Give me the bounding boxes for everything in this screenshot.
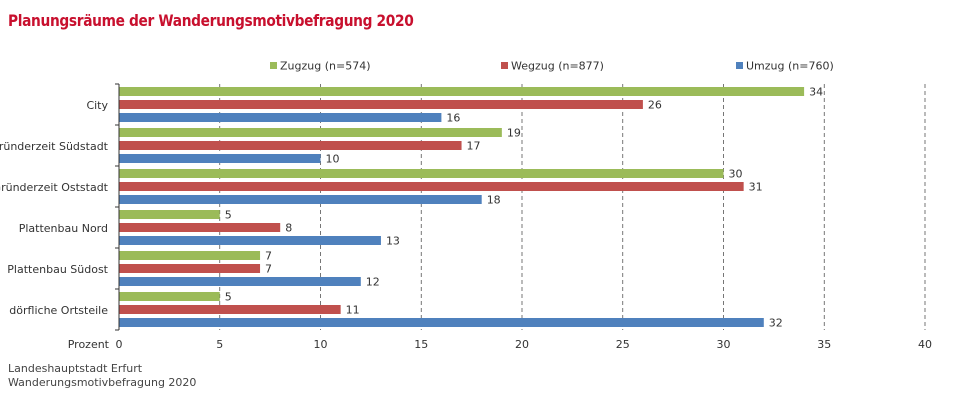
source-line-1: Landeshauptstadt Erfurt <box>8 362 143 375</box>
data-label-doerfliche-ortsteile-umzug: 32 <box>769 317 783 330</box>
source-line-2: Wanderungsmotivbefragung 2020 <box>8 376 197 389</box>
data-label-plattenbau-suedost-wegzug: 7 <box>265 263 272 276</box>
bar-plattenbau-suedost-umzug <box>119 277 361 286</box>
data-label-gruenderzeit-suedstadt-umzug: 10 <box>326 153 340 166</box>
category-label-plattenbau-nord: Plattenbau Nord <box>19 222 108 235</box>
bar-gruenderzeit-suedstadt-wegzug <box>119 141 462 150</box>
legend-label-umzug: Umzug (n=760) <box>746 60 834 73</box>
x-tick-label-35: 35 <box>817 338 831 351</box>
legend-swatch-wegzug <box>501 62 508 69</box>
bar-plattenbau-nord-zugzug <box>119 210 220 219</box>
bar-plattenbau-nord-umzug <box>119 236 381 245</box>
bar-gruenderzeit-oststadt-zugzug <box>119 169 724 178</box>
category-label-city: City <box>86 99 108 112</box>
data-label-plattenbau-nord-umzug: 13 <box>386 235 400 248</box>
axis-layer: 0 5 10 15 20 25 30 35 40 Prozent City Gründerzeit S… <box>0 83 932 351</box>
data-label-gruenderzeit-oststadt-zugzug: 30 <box>729 168 743 181</box>
category-label-doerfliche-ortsteile: dörfliche Ortsteile <box>9 304 108 317</box>
grid-layer <box>219 84 926 330</box>
data-label-plattenbau-suedost-umzug: 12 <box>366 276 380 289</box>
legend-swatch-umzug <box>736 62 743 69</box>
bar-gruenderzeit-suedstadt-umzug <box>119 154 321 163</box>
data-label-gruenderzeit-suedstadt-zugzug: 19 <box>507 127 521 140</box>
bar-plattenbau-suedost-zugzug <box>119 251 261 260</box>
bar-city-umzug <box>119 113 442 122</box>
bar-city-zugzug <box>119 87 805 96</box>
x-tick-label-25: 25 <box>616 338 630 351</box>
bar-plattenbau-suedost-wegzug <box>119 264 261 273</box>
category-label-plattenbau-suedost: Plattenbau Südost <box>7 263 108 276</box>
x-tick-label-30: 30 <box>717 338 731 351</box>
x-tick-label-10: 10 <box>314 338 328 351</box>
category-label-gruenderzeit-suedstadt: Gründerzeit Südstadt <box>0 140 109 153</box>
x-tick-label-40: 40 <box>918 338 932 351</box>
bar-gruenderzeit-suedstadt-zugzug <box>119 128 502 137</box>
data-label-gruenderzeit-oststadt-umzug: 18 <box>487 194 501 207</box>
data-label-doerfliche-ortsteile-wegzug: 11 <box>346 304 360 317</box>
x-tick-label-5: 5 <box>216 338 223 351</box>
legend: Zugzug (n=574) Wegzug (n=877) Umzug (n=760… <box>270 60 834 73</box>
bar-plattenbau-nord-wegzug <box>119 223 281 232</box>
data-label-city-zugzug: 34 <box>809 86 823 99</box>
bar-doerfliche-ortsteile-wegzug <box>119 305 341 314</box>
bar-gruenderzeit-oststadt-wegzug <box>119 182 744 191</box>
chart-title: Planungsräume der Wanderungsmotivbefragu… <box>8 11 414 30</box>
x-axis-label: Prozent <box>68 338 110 351</box>
data-label-gruenderzeit-suedstadt-wegzug: 17 <box>467 140 481 153</box>
bar-gruenderzeit-oststadt-umzug <box>119 195 482 204</box>
bar-city-wegzug <box>119 100 643 109</box>
bar-chart: 34 26 16 19 17 10 30 31 18 5 8 13 77 12 5 11 32 0 5 10 15 20… <box>0 60 932 352</box>
data-label-doerfliche-ortsteile-zugzug: 5 <box>225 291 232 304</box>
source-note: Landeshauptstadt Erfurt Wanderungsmotivb… <box>8 362 196 390</box>
data-label-city-wegzug: 26 <box>648 99 662 112</box>
x-tick-label-15: 15 <box>414 338 428 351</box>
data-label-city-umzug: 16 <box>446 112 460 125</box>
data-label-plattenbau-nord-zugzug: 5 <box>225 209 232 222</box>
data-label-plattenbau-suedost-zugzug: 7 <box>265 250 272 263</box>
bars-layer: 34 26 16 19 17 10 30 31 18 5 8 13 77 12 5 11 32 <box>119 86 823 330</box>
bar-doerfliche-ortsteile-umzug <box>119 318 764 327</box>
category-label-gruenderzeit-oststadt: Gründerzeit Oststadt <box>0 181 109 194</box>
data-label-plattenbau-nord-wegzug: 8 <box>285 222 292 235</box>
legend-label-zugzug: Zugzug (n=574) <box>280 60 370 73</box>
x-tick-label-0: 0 <box>116 338 123 351</box>
legend-label-wegzug: Wegzug (n=877) <box>511 60 604 73</box>
legend-swatch-zugzug <box>270 62 277 69</box>
x-tick-label-20: 20 <box>515 338 529 351</box>
bar-doerfliche-ortsteile-zugzug <box>119 292 220 301</box>
data-label-gruenderzeit-oststadt-wegzug: 31 <box>749 181 763 194</box>
